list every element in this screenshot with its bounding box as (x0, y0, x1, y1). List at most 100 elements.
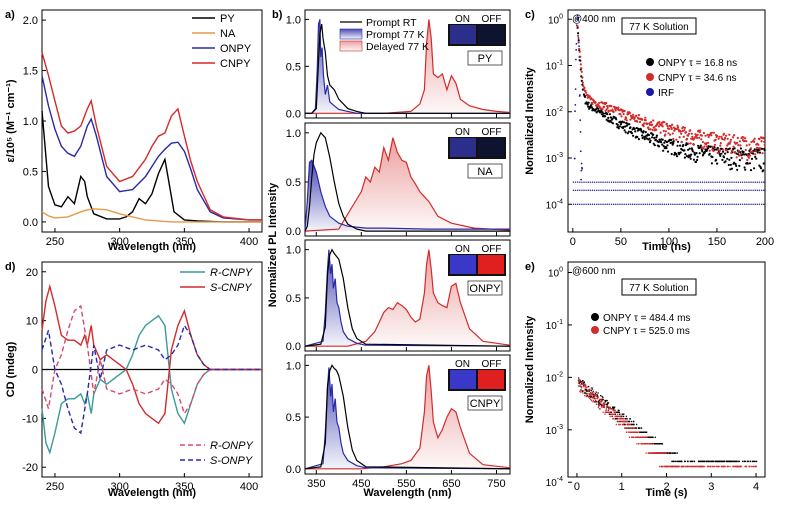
legend-marker (591, 313, 599, 321)
series-onpy-point (653, 144, 656, 147)
series-onpy-point (589, 392, 592, 394)
irf-point (756, 181, 758, 183)
irf-point (670, 181, 672, 183)
irf-point (619, 189, 621, 191)
series-onpy-point (750, 460, 752, 463)
photo-on-label: ON (455, 359, 470, 370)
series-onpy-point (633, 420, 635, 423)
series-onpy-point (663, 141, 666, 144)
series-onpy-point (670, 152, 673, 156)
tick-exponent: -2 (557, 371, 563, 378)
series-onpy-point (628, 123, 631, 126)
series-cnpy-point (623, 109, 626, 113)
panel-c-xtick-label: 100 (660, 236, 678, 248)
series-cnpy-point (612, 409, 614, 412)
panel-b-xtick-label: 450 (352, 478, 370, 490)
series-onpy-point (728, 158, 731, 161)
panel-c-note: @400 nm (572, 14, 616, 25)
irf-point (576, 14, 579, 17)
series-cnpy-point (666, 452, 668, 454)
irf-point (581, 167, 584, 170)
series-cnpy-point (667, 452, 669, 454)
panel-a-xtick-label: 400 (240, 236, 258, 248)
series-onpy-point (649, 139, 652, 142)
irf-point (646, 189, 649, 191)
irf-point (613, 181, 615, 183)
series-cnpy-point (588, 95, 591, 98)
series-onpy-point (640, 431, 642, 433)
panel-d-ytick-label: 10 (26, 316, 38, 328)
series-onpy-point (607, 406, 609, 408)
irf-point (598, 181, 600, 183)
series-cnpy-point (630, 427, 632, 429)
irf-point (629, 181, 632, 183)
irf-point (602, 203, 604, 205)
irf-point (653, 189, 655, 191)
irf-point (625, 181, 627, 183)
series-onpy-point (753, 460, 755, 463)
series-cnpy-point (748, 154, 752, 157)
irf-point (625, 203, 627, 205)
irf-point (708, 181, 710, 183)
series-onpy-point (617, 411, 619, 413)
irf-point (699, 181, 701, 183)
series-onpy-point (583, 381, 585, 383)
series-onpy-point (729, 163, 733, 166)
series-onpy-point (670, 138, 673, 141)
series-onpy-point (762, 162, 765, 165)
prompt-77k-fill (305, 160, 510, 232)
series-cnpy-point (613, 413, 615, 415)
irf-point (739, 203, 742, 205)
panel-c-letter: c) (525, 9, 535, 21)
series-onpy-point (607, 116, 610, 119)
series-onpy-point (681, 460, 683, 463)
delayed-77k-line (305, 249, 511, 347)
series-cnpy-point (607, 411, 609, 413)
irf-point (712, 181, 714, 183)
series-cnpy-point (663, 121, 666, 124)
series-cnpy-point (594, 394, 596, 396)
series-onpy-point (607, 402, 610, 404)
series-cnpy-point (749, 147, 753, 150)
series-cnpy-point (581, 381, 584, 383)
irf-point (593, 181, 596, 183)
series-cnpy-point (588, 393, 590, 395)
series-onpy-point (752, 152, 755, 155)
series-onpy-point (684, 460, 686, 463)
series-r-cnpy-line (41, 314, 262, 455)
legend-label: Prompt RT (366, 17, 417, 29)
series-cnpy-point (706, 145, 709, 148)
series-cnpy-point (723, 138, 726, 141)
irf-point (752, 189, 754, 191)
irf-point (644, 181, 646, 183)
series-onpy-point (647, 133, 651, 137)
series-onpy-point (679, 151, 682, 154)
series-cnpy-point (581, 387, 583, 389)
panel-a-xtick-label: 350 (175, 236, 193, 248)
series-cnpy-point (712, 149, 715, 152)
series-onpy-point (682, 143, 685, 147)
series-cnpy-point (591, 399, 593, 402)
prompt-77k-fill (305, 19, 510, 114)
series-cnpy-point (614, 415, 616, 418)
irf-point (722, 203, 725, 205)
series-cnpy-point (581, 81, 585, 84)
irf-point (731, 203, 733, 205)
series-onpy-point (685, 155, 689, 158)
series-onpy-point (591, 395, 593, 398)
irf-point (761, 189, 763, 191)
irf-point (634, 181, 636, 183)
irf-point (623, 181, 625, 183)
series-onpy-point (756, 460, 758, 463)
irf-point (676, 189, 678, 191)
series-onpy-point (666, 144, 669, 147)
panel-d-xlabel: Wavelength (nm) (108, 487, 197, 499)
panel-a-ytick-label: 1.0 (23, 116, 38, 128)
series-onpy-point (719, 154, 722, 157)
series-cnpy-point (607, 409, 610, 412)
series-cnpy-point (719, 142, 722, 145)
photo-on-label: ON (455, 244, 470, 255)
series-cnpy-point (672, 137, 675, 141)
irf-point (727, 181, 729, 183)
series-cnpy-point (659, 465, 661, 468)
